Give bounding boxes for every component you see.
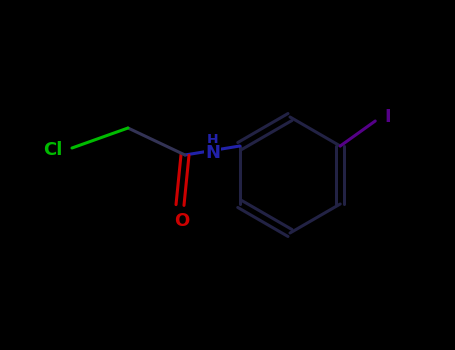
Text: H: H [207,133,218,147]
Text: Cl: Cl [43,141,62,159]
Text: O: O [174,212,190,230]
Text: I: I [384,108,390,126]
Text: N: N [205,144,220,161]
